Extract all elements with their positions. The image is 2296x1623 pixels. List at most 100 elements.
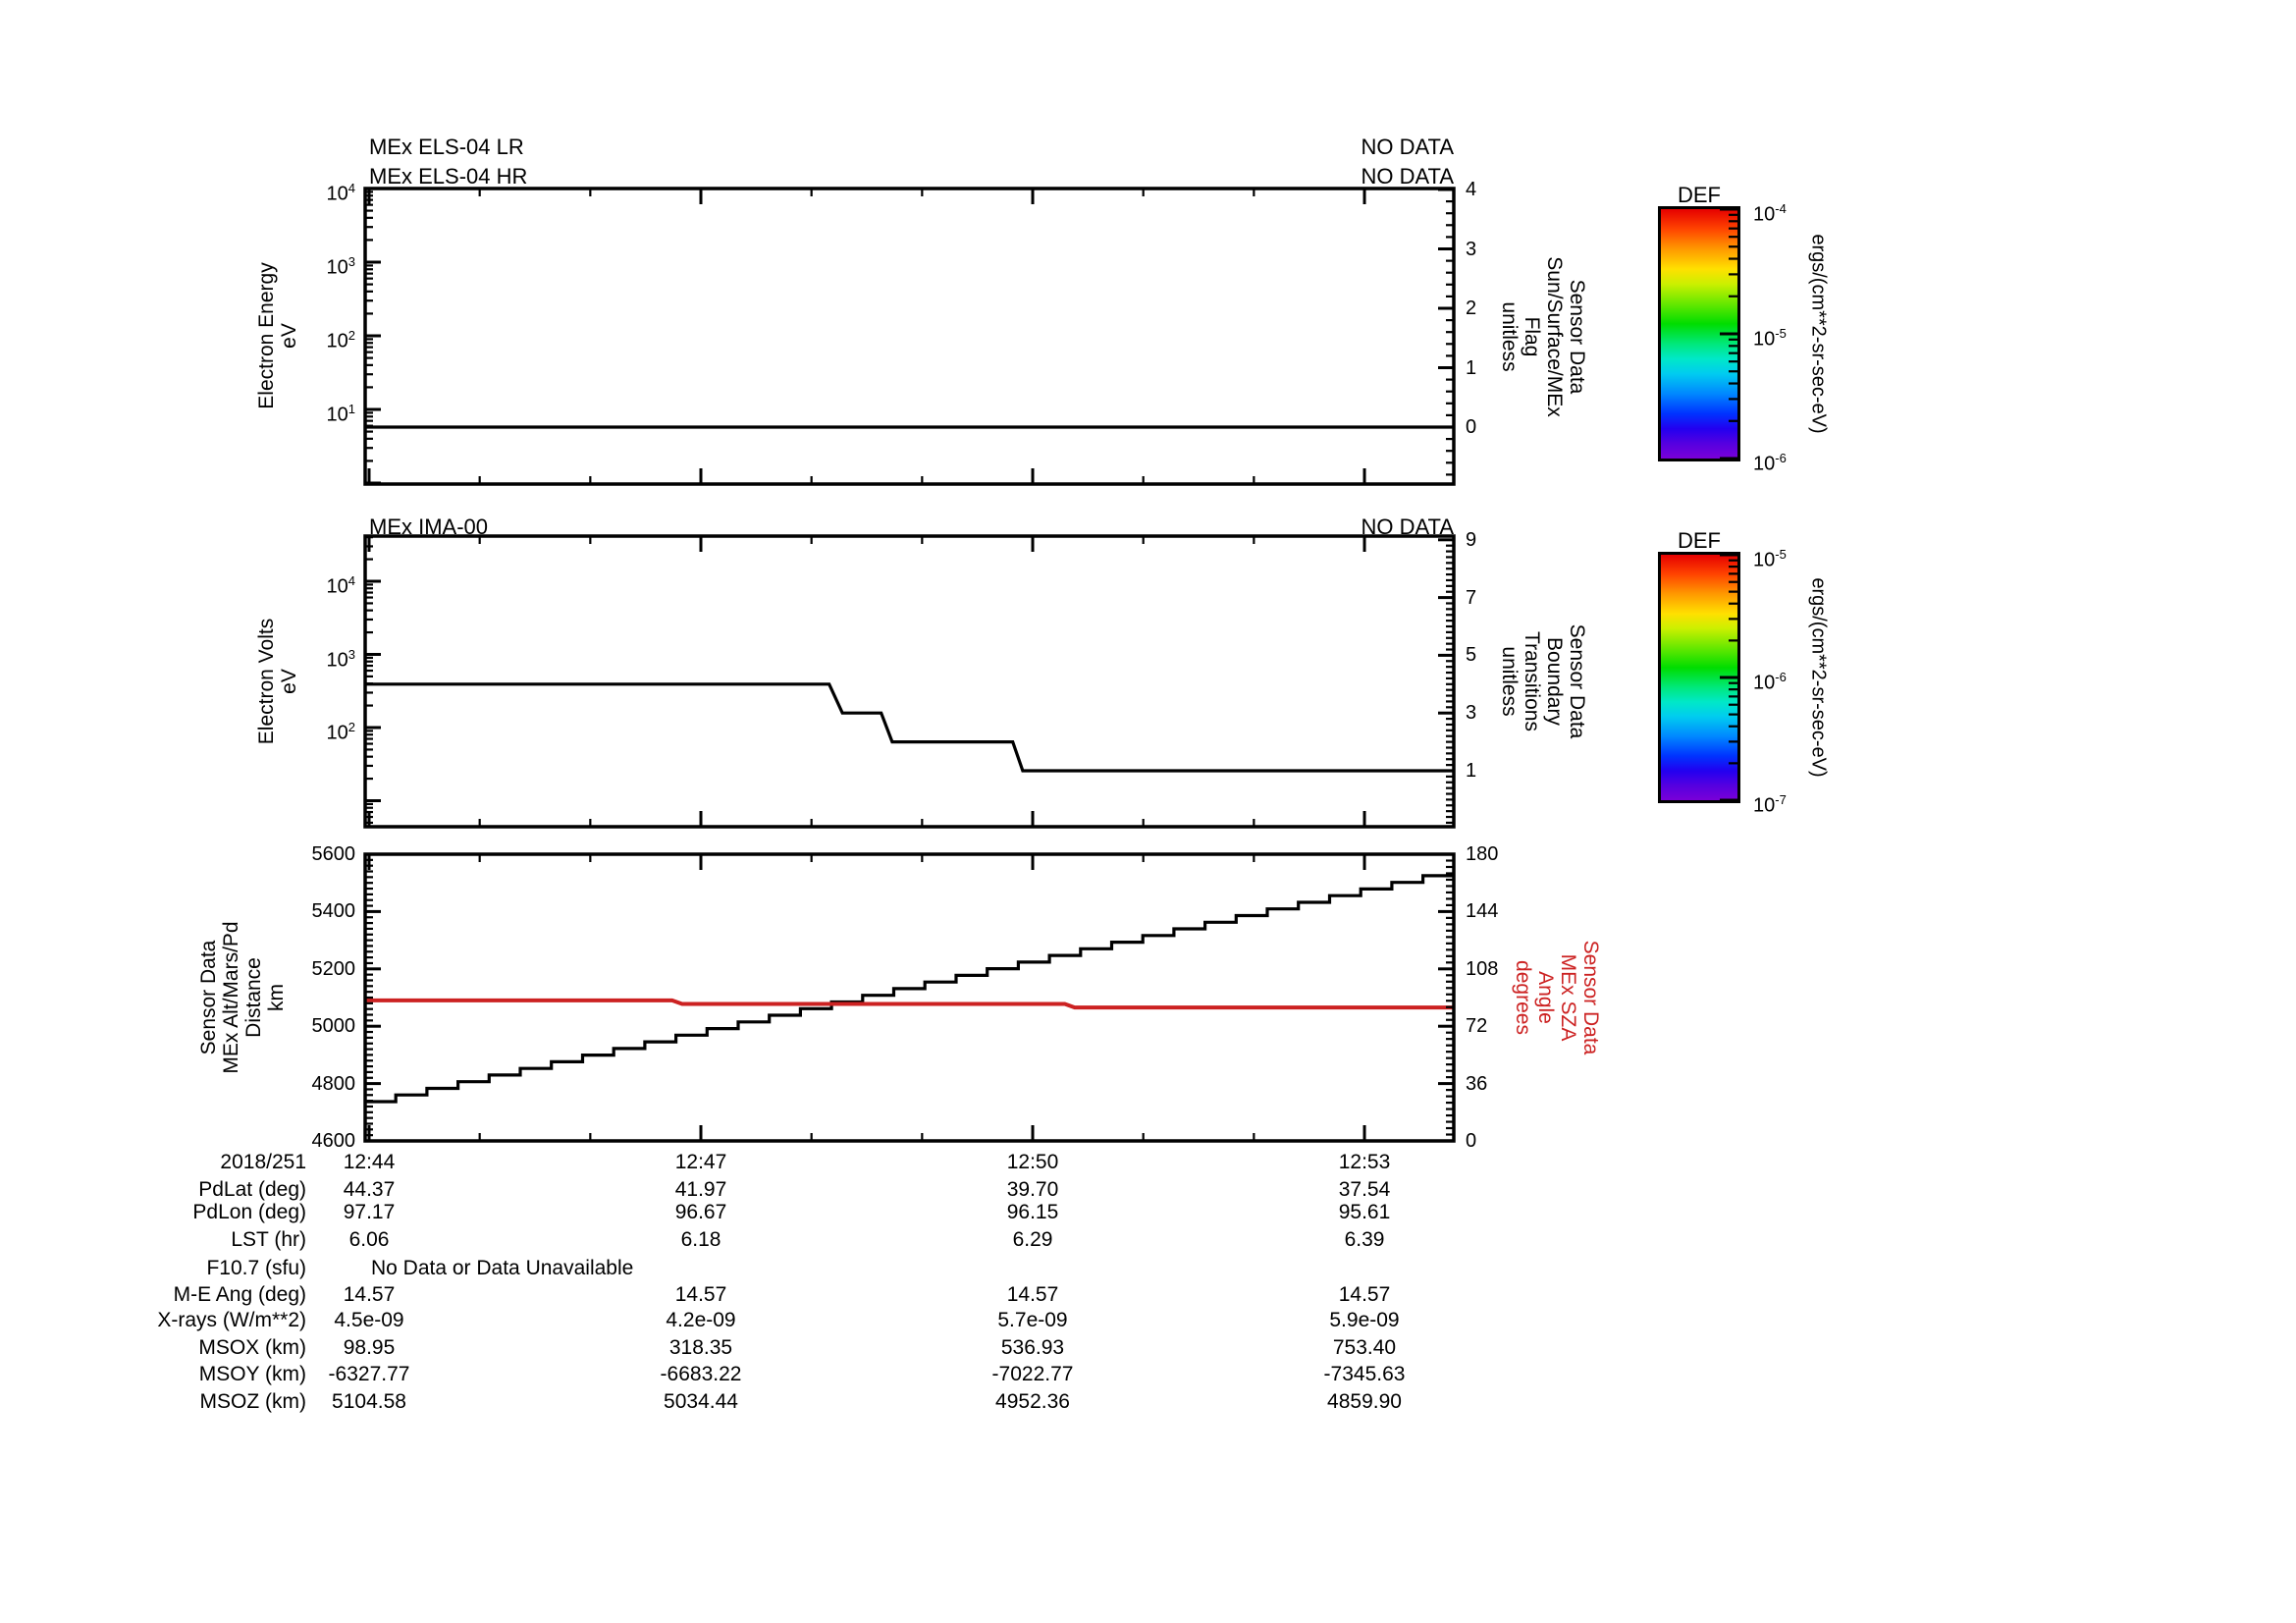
table-value: 5.9e-09	[1329, 1309, 1400, 1331]
table-value: 96.15	[1006, 1201, 1059, 1223]
y-axis-tick-label: 5000	[311, 1015, 356, 1038]
table-row-label: M-E Ang (deg)	[173, 1283, 306, 1306]
y-axis-tick-label: 5600	[311, 843, 356, 865]
table-note: No Data or Data Unavailable	[371, 1257, 634, 1279]
table-row-label: MSOX (km)	[198, 1336, 306, 1359]
table-value: 96.67	[674, 1201, 727, 1223]
table-value: 98.95	[343, 1336, 396, 1359]
table-value: 318.35	[668, 1336, 733, 1359]
table-value: 41.97	[674, 1178, 727, 1201]
colorbar-tick-label: 10-7	[1753, 792, 1787, 817]
table-value: 12:44	[343, 1151, 396, 1173]
colorbar-tick-label: 10-6	[1753, 670, 1787, 694]
colorbar-tick-label: 10-5	[1753, 326, 1787, 351]
table-value: 39.70	[1006, 1178, 1059, 1201]
table-row-label: PdLat (deg)	[198, 1178, 306, 1201]
y-axis-tick-label: 36	[1466, 1072, 1488, 1095]
colorbar2-title: DEF	[1678, 528, 1721, 553]
y-axis-tick-label: 144	[1466, 900, 1499, 923]
y-axis-tick-label: 103	[326, 254, 355, 279]
colorbar1-gradient	[1658, 206, 1740, 461]
panel1-no-data-lr: NO DATA	[1361, 135, 1454, 159]
table-value: 5104.58	[332, 1390, 406, 1413]
y-axis-tick-label: 102	[326, 720, 355, 744]
panel1-right-axis-label: Sensor Data Sun/Surface/MEx Flag unitles…	[1498, 256, 1588, 417]
panel1-title-line2: MEx ELS-04 HR	[369, 164, 528, 189]
colorbar-tick-label: 10-4	[1753, 201, 1787, 226]
table-value: 4952.36	[995, 1390, 1070, 1413]
panel2-title: MEx IMA-00	[369, 514, 489, 539]
table-row-label: 2018/251	[220, 1151, 306, 1173]
table-value: -7022.77	[991, 1363, 1074, 1385]
y-axis-tick-label: 5400	[311, 900, 356, 923]
y-axis-tick-label: 3	[1466, 702, 1477, 725]
y-axis-tick-label: 1	[1466, 356, 1477, 379]
panel3-right-axis-label-sza: Sensor Data MEx SZA Angle degrees	[1512, 940, 1602, 1055]
table-row-label: LST (hr)	[231, 1228, 306, 1251]
colorbar2-unit-label: ergs/(cm**2-sr-sec-eV)	[1807, 577, 1830, 778]
table-value: 4.2e-09	[666, 1309, 736, 1331]
table-value: 4.5e-09	[334, 1309, 404, 1331]
panel1-title-line1: MEx ELS-04 LR	[369, 135, 524, 159]
y-axis-tick-label: 104	[326, 573, 355, 598]
table-value: 536.93	[1000, 1336, 1065, 1359]
table-value: 6.06	[348, 1228, 390, 1251]
table-row-label: F10.7 (sfu)	[206, 1257, 306, 1279]
y-axis-tick-label: 4600	[311, 1130, 356, 1152]
panel2-no-data: NO DATA	[1361, 514, 1454, 539]
table-value: 97.17	[343, 1201, 396, 1223]
panel1-left-axis-label: Electron Energy eV	[255, 262, 300, 409]
y-axis-tick-label: 3	[1466, 238, 1477, 260]
y-axis-tick-label: 1	[1466, 760, 1477, 782]
y-axis-tick-label: 102	[326, 328, 355, 352]
table-value: 6.39	[1344, 1228, 1385, 1251]
y-axis-tick-label: 2	[1466, 298, 1477, 319]
table-row-label: X-rays (W/m**2)	[157, 1309, 306, 1331]
y-axis-tick-label: 108	[1466, 957, 1499, 980]
table-value: 14.57	[674, 1283, 727, 1306]
y-axis-tick-label: 5200	[311, 957, 356, 980]
table-value: 753.40	[1332, 1336, 1397, 1359]
table-value: 5.7e-09	[997, 1309, 1068, 1331]
y-axis-tick-label: 4800	[311, 1072, 356, 1095]
table-value: 95.61	[1338, 1201, 1391, 1223]
table-value: 14.57	[1338, 1283, 1391, 1306]
table-value: 6.29	[1012, 1228, 1053, 1251]
panel3-left-axis-label: Sensor Data MEx Alt/Mars/Pd Distance km	[197, 921, 288, 1074]
table-value: -7345.63	[1323, 1363, 1406, 1385]
y-axis-tick-label: 103	[326, 646, 355, 672]
table-row-label: PdLon (deg)	[192, 1201, 306, 1223]
table-value: -6683.22	[660, 1363, 742, 1385]
y-axis-tick-label: 0	[1466, 416, 1477, 438]
table-value: 37.54	[1338, 1178, 1391, 1201]
y-axis-tick-label: 5	[1466, 644, 1477, 667]
y-axis-tick-label: 72	[1466, 1015, 1488, 1038]
table-value: 44.37	[343, 1178, 396, 1201]
y-axis-tick-label: 180	[1466, 843, 1499, 865]
table-row-label: MSOZ (km)	[199, 1390, 306, 1413]
y-axis-tick-label: 4	[1466, 179, 1477, 200]
table-row-label: MSOY (km)	[198, 1363, 306, 1385]
colorbar1-title: DEF	[1678, 183, 1721, 207]
panel2-left-axis-label: Electron Volts eV	[255, 618, 300, 745]
y-axis-tick-label: 9	[1466, 528, 1477, 551]
y-axis-tick-label: 104	[326, 181, 355, 205]
y-axis-tick-label: 0	[1466, 1130, 1477, 1152]
panel1-no-data-hr: NO DATA	[1361, 164, 1454, 189]
table-value: 12:50	[1006, 1151, 1059, 1173]
colorbar-tick-label: 10-6	[1753, 451, 1787, 475]
table-value: 5034.44	[664, 1390, 738, 1413]
y-axis-tick-label: 101	[326, 402, 355, 426]
table-value: 6.18	[680, 1228, 721, 1251]
y-axis-tick-label: 7	[1466, 586, 1477, 609]
colorbar2-gradient	[1658, 552, 1740, 803]
colorbar-tick-label: 10-5	[1753, 547, 1787, 571]
panel2-right-axis-label: Sensor Data Boundary Transitions unitles…	[1498, 623, 1588, 739]
table-value: 4859.90	[1327, 1390, 1402, 1413]
table-value: 12:47	[674, 1151, 727, 1173]
table-value: 14.57	[1006, 1283, 1059, 1306]
colorbar1-unit-label: ergs/(cm**2-sr-sec-eV)	[1807, 234, 1830, 434]
table-value: 12:53	[1338, 1151, 1391, 1173]
table-value: 14.57	[343, 1283, 396, 1306]
